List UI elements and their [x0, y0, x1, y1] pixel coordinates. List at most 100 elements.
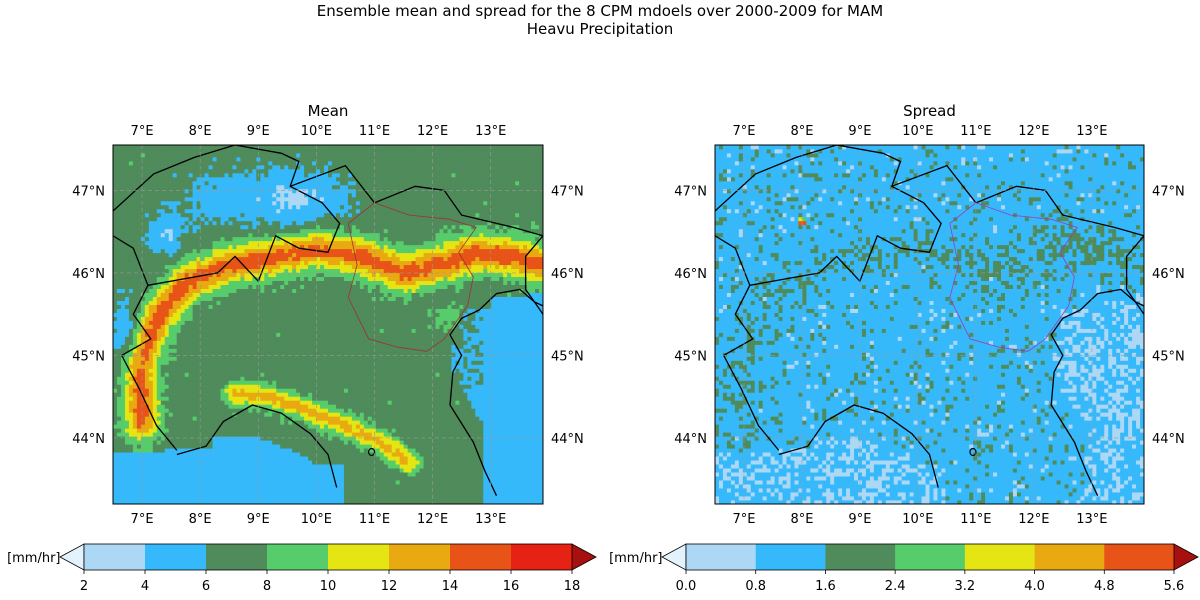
heatmap-cell: [172, 492, 178, 497]
heatmap-cell: [499, 328, 504, 333]
heatmap-cell: [148, 460, 154, 465]
heatmap-cell: [312, 344, 317, 349]
heatmap-cell: [459, 492, 464, 497]
heatmap-cell: [220, 488, 225, 493]
heatmap-cell: [391, 348, 397, 353]
heatmap-cell: [379, 348, 385, 353]
heatmap-cell: [288, 396, 293, 401]
heatmap-cell: [351, 452, 357, 457]
heatmap-cell: [232, 372, 237, 377]
heatmap-cell: [511, 448, 516, 453]
heatmap-cell: [140, 480, 146, 485]
heatmap-cell: [367, 488, 373, 493]
heatmap-cell: [491, 408, 496, 413]
heatmap-cell: [355, 324, 361, 329]
heatmap-cell: [288, 368, 293, 373]
heatmap-cell: [272, 476, 277, 481]
heatmap-cell: [503, 464, 508, 469]
heatmap-cell: [375, 476, 381, 481]
heatmap-cell: [192, 348, 198, 353]
heatmap-cell: [531, 444, 536, 449]
heatmap-cell: [355, 404, 361, 409]
heatmap-cell: [216, 480, 221, 485]
heatmap-cell: [320, 500, 325, 504]
heatmap-cell: [515, 412, 520, 417]
heatmap-cell: [523, 352, 528, 357]
heatmap-cell: [483, 352, 488, 357]
heatmap-cell: [431, 496, 436, 501]
heatmap-cell: [339, 408, 345, 413]
heatmap-cell: [515, 476, 520, 481]
heatmap-cell: [391, 360, 397, 365]
heatmap-cell: [260, 488, 265, 493]
heatmap-cell: [467, 468, 472, 473]
heatmap-cell: [188, 320, 194, 325]
heatmap-cell: [487, 380, 492, 385]
heatmap-cell: [156, 388, 162, 393]
heatmap-cell: [391, 500, 397, 504]
heatmap-cell: [272, 416, 277, 421]
heatmap-cell: [228, 400, 233, 405]
heatmap-cell: [300, 368, 305, 373]
heatmap-cell: [204, 492, 209, 497]
heatmap-cell: [419, 448, 424, 453]
heatmap-cell: [236, 424, 241, 429]
heatmap-cell: [248, 444, 253, 449]
heatmap-cell: [399, 464, 405, 469]
heatmap-cell: [228, 344, 233, 349]
heatmap-cell: [248, 484, 253, 489]
heatmap-cell: [487, 468, 492, 473]
heatmap-cell: [284, 456, 289, 461]
heatmap-cell: [168, 376, 174, 381]
heatmap-cell: [208, 400, 213, 405]
heatmap-cell: [435, 332, 440, 337]
heatmap-cell: [351, 388, 357, 393]
heatmap-cell: [240, 352, 245, 357]
heatmap-cell: [443, 348, 448, 353]
heatmap-cell: [113, 384, 118, 389]
heatmap-cell: [379, 480, 385, 485]
heatmap-cell: [411, 324, 416, 329]
heatmap-cell: [320, 328, 325, 333]
heatmap-cell: [455, 324, 460, 329]
heatmap-cell: [212, 400, 217, 405]
heatmap-cell: [180, 364, 186, 369]
heatmap-cell: [156, 356, 162, 361]
heatmap-cell: [511, 364, 516, 369]
heatmap-cell: [264, 436, 269, 441]
heatmap-cell: [113, 468, 118, 473]
heatmap-cell: [499, 324, 504, 329]
heatmap-cell: [503, 492, 508, 497]
heatmap-cell: [124, 456, 130, 461]
heatmap-cell: [455, 328, 460, 333]
heatmap-cell: [519, 332, 524, 337]
heatmap-cell: [124, 440, 130, 445]
heatmap-cell: [200, 344, 205, 349]
heatmap-cell: [180, 352, 186, 357]
heatmap-cell: [471, 500, 476, 504]
heatmap-cell: [403, 328, 409, 333]
heatmap-cell: [296, 396, 301, 401]
heatmap-cell: [379, 344, 385, 349]
heatmap-cell: [391, 424, 397, 429]
heatmap-cell: [363, 412, 369, 417]
heatmap-cell: [331, 396, 337, 401]
heatmap-cell: [347, 340, 353, 345]
heatmap-cell: [359, 376, 365, 381]
heatmap-cell: [312, 456, 317, 461]
heatmap-cell: [523, 368, 528, 373]
heatmap-cell: [399, 412, 405, 417]
heatmap-cell: [351, 336, 357, 341]
heatmap-cell: [124, 492, 130, 497]
heatmap-cell: [363, 364, 369, 369]
heatmap-cell: [228, 388, 233, 393]
heatmap-cell: [136, 328, 142, 333]
heatmap-cell: [383, 412, 389, 417]
heatmap-cell: [487, 460, 492, 465]
heatmap-cell: [156, 316, 162, 321]
heatmap-cell: [363, 492, 369, 497]
heatmap-cell: [204, 436, 209, 441]
heatmap-cell: [320, 460, 325, 465]
heatmap-cell: [483, 404, 488, 409]
heatmap-cell: [439, 444, 444, 449]
